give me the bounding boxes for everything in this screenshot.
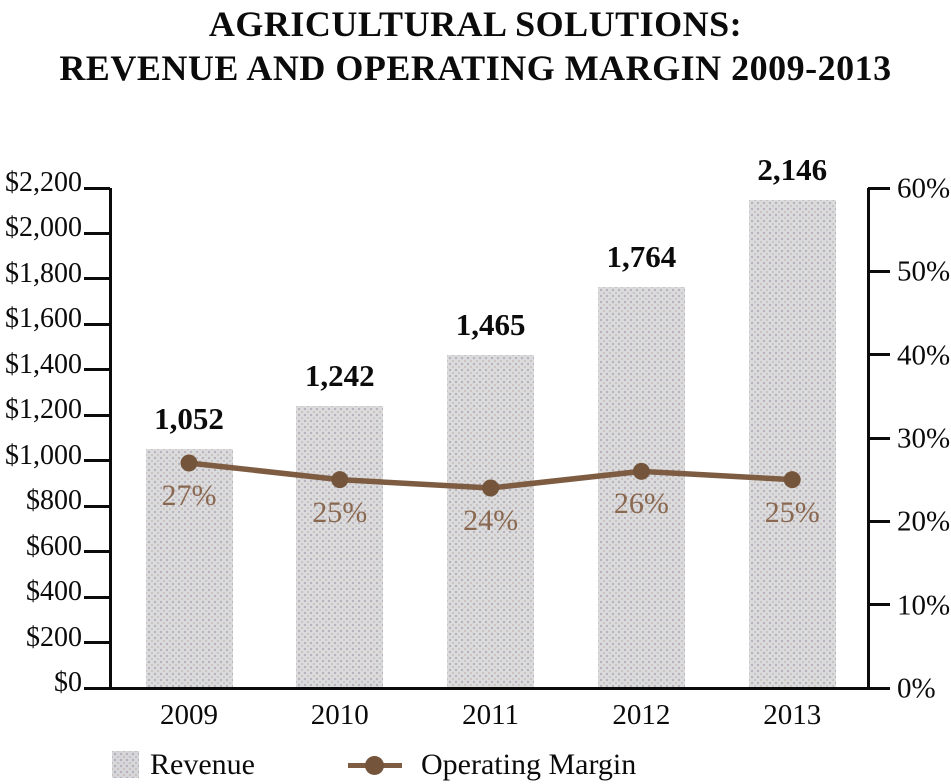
legend-margin-label: Operating Margin bbox=[421, 748, 637, 781]
axis-spine-left bbox=[108, 188, 112, 688]
left-axis-tick bbox=[84, 641, 110, 645]
right-axis-tick bbox=[868, 353, 890, 357]
left-axis-tick bbox=[84, 322, 110, 326]
x-axis-label-2013: 2013 bbox=[763, 699, 822, 731]
left-axis-tick-label: $0 bbox=[54, 667, 82, 698]
left-axis-tick bbox=[84, 277, 110, 281]
x-axis-label-2009: 2009 bbox=[160, 699, 218, 731]
margin-pct-label-2009: 27% bbox=[161, 479, 217, 512]
left-axis-tick bbox=[84, 686, 110, 690]
left-axis-tick bbox=[84, 595, 110, 599]
right-axis-tick bbox=[868, 519, 890, 523]
left-axis-tick-label: $1,600 bbox=[5, 303, 82, 335]
bar-value-label-2013: 2,146 bbox=[757, 152, 828, 188]
bar-value-label-2010: 1,242 bbox=[304, 357, 375, 393]
left-axis-tick-label: $600 bbox=[26, 530, 82, 562]
left-axis-tick-label: $2,000 bbox=[5, 212, 82, 244]
left-axis-tick bbox=[84, 368, 110, 372]
right-axis-tick-label: 40% bbox=[897, 339, 951, 372]
line-marker-2010 bbox=[331, 471, 349, 489]
legend: Revenue Operating Margin bbox=[0, 744, 951, 784]
legend-margin-marker-icon bbox=[365, 756, 384, 775]
left-axis-tick bbox=[84, 186, 110, 190]
bar-value-label-2012: 1,764 bbox=[606, 239, 677, 275]
chart-title: AGRICULTURAL SOLUTIONS: REVENUE AND OPER… bbox=[0, 2, 951, 90]
right-axis-tick bbox=[868, 436, 890, 440]
left-axis-tick-label: $1,200 bbox=[5, 394, 82, 426]
x-axis-label-2011: 2011 bbox=[462, 699, 520, 731]
right-axis-tick-label: 50% bbox=[897, 255, 951, 288]
left-axis-tick-label: $1,000 bbox=[5, 439, 82, 471]
bar-value-label-2011: 1,465 bbox=[455, 307, 526, 343]
margin-pct-label-2011: 24% bbox=[463, 504, 519, 537]
bar-2012 bbox=[597, 287, 685, 687]
left-axis-tick-label: $200 bbox=[26, 621, 82, 653]
left-axis-tick bbox=[84, 413, 110, 417]
left-axis-tick bbox=[84, 231, 110, 235]
line-marker-2009 bbox=[180, 454, 198, 472]
left-axis-tick-label: $1,400 bbox=[5, 348, 82, 380]
left-axis-tick-label: $800 bbox=[26, 485, 82, 517]
left-axis-tick-label: $2,200 bbox=[5, 167, 82, 198]
x-axis-label-2012: 2012 bbox=[612, 699, 671, 731]
right-axis-tick bbox=[868, 603, 890, 607]
right-axis-tick-label: 30% bbox=[897, 422, 951, 455]
line-marker-2013 bbox=[783, 471, 801, 489]
right-axis-tick-label: 10% bbox=[897, 589, 951, 622]
x-axis-label-2010: 2010 bbox=[310, 699, 369, 731]
bar-2009 bbox=[145, 448, 233, 687]
left-axis-tick-label: $1,800 bbox=[5, 257, 82, 289]
margin-pct-label-2013: 25% bbox=[764, 495, 820, 529]
right-axis-tick-label: 60% bbox=[897, 172, 951, 205]
right-axis-tick bbox=[868, 186, 890, 190]
chart-title-line1: AGRICULTURAL SOLUTIONS: bbox=[208, 4, 743, 44]
bar-value-label-2009: 1,052 bbox=[154, 400, 224, 436]
line-marker-2012 bbox=[632, 462, 650, 480]
margin-pct-label-2012: 26% bbox=[613, 487, 669, 521]
bar-2010 bbox=[296, 405, 384, 687]
axis-baseline bbox=[84, 687, 890, 690]
left-axis-tick bbox=[84, 504, 110, 508]
legend-revenue-swatch bbox=[112, 751, 139, 778]
left-axis-tick-label: $400 bbox=[26, 576, 82, 608]
right-axis-tick bbox=[868, 269, 890, 273]
margin-pct-label-2010: 25% bbox=[312, 495, 368, 529]
bar-2013 bbox=[748, 200, 836, 687]
left-axis-tick bbox=[84, 459, 110, 463]
bar-2011 bbox=[447, 355, 535, 687]
right-axis-tick bbox=[868, 686, 890, 690]
right-axis-tick-label: 20% bbox=[897, 505, 951, 538]
chart-title-line2: REVENUE AND OPERATING MARGIN 2009-2013 bbox=[59, 48, 892, 88]
line-marker-2011 bbox=[482, 479, 500, 497]
legend-revenue-label: Revenue bbox=[150, 748, 255, 781]
right-axis-tick-label: 0% bbox=[897, 672, 936, 705]
left-axis-tick bbox=[84, 550, 110, 554]
